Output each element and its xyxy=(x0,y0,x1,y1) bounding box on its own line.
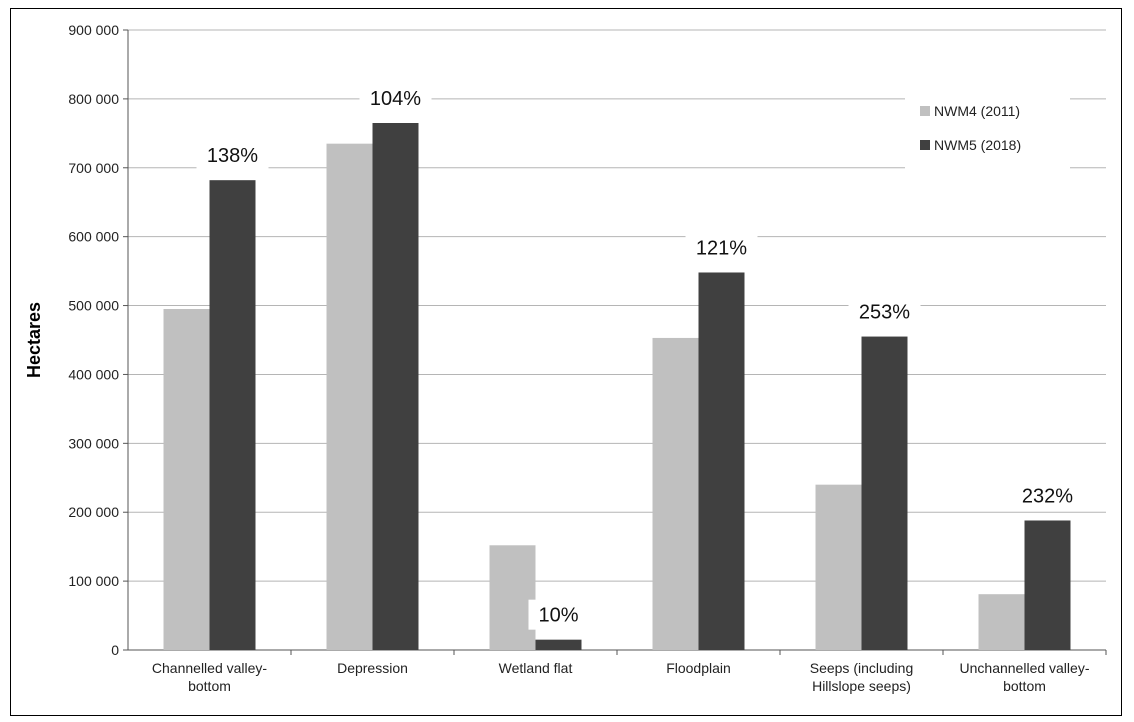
bar-nwm4 xyxy=(326,143,373,650)
y-tick-label: 0 xyxy=(111,642,119,658)
bar-nwm5 xyxy=(209,180,256,650)
bars xyxy=(163,123,1071,650)
bar-nwm4 xyxy=(652,337,699,650)
percentage-label: 253% xyxy=(859,302,910,324)
y-tick-label: 400 000 xyxy=(68,366,119,382)
percentage-label: 138% xyxy=(207,145,258,167)
bar-nwm5 xyxy=(698,272,745,650)
legend-box xyxy=(905,96,1070,178)
y-tick-label: 700 000 xyxy=(68,160,119,176)
x-category-label: Seeps (including Hillslope seeps) xyxy=(810,660,914,694)
y-tick-label: 900 000 xyxy=(68,22,119,38)
annotation-bg xyxy=(685,232,758,263)
annotation-bg xyxy=(359,83,432,113)
legend-label: NWM5 (2018) xyxy=(934,137,1021,153)
y-tick-label: 100 000 xyxy=(68,573,119,589)
legend-swatch xyxy=(920,140,930,150)
x-category-label: Wetland flat xyxy=(499,660,573,676)
annotation-bg xyxy=(1011,480,1084,511)
annotation-bg xyxy=(848,296,921,327)
percentage-annotations: 138% 104% 10% 121% 253% 232% xyxy=(196,83,1084,630)
bar-nwm4 xyxy=(489,545,536,650)
percentage-label: 10% xyxy=(538,605,578,627)
legend-swatch xyxy=(920,106,930,116)
y-tick-label: 800 000 xyxy=(68,91,119,107)
legend: NWM4 (2011) NWM5 (2018) xyxy=(905,96,1070,178)
percentage-label: 104% xyxy=(370,88,421,110)
bar-nwm4 xyxy=(815,484,862,650)
bar-nwm4 xyxy=(163,309,210,650)
x-category-label: Channelled valley-bottom xyxy=(152,660,268,694)
y-tick-label: 500 000 xyxy=(68,298,119,314)
legend-label: NWM4 (2011) xyxy=(934,103,1020,119)
bar-nwm5 xyxy=(372,123,419,650)
x-category-label: Floodplain xyxy=(666,660,731,676)
y-axis-ticks: 0 100 000 200 000 300 000 400 000 500 000 600 … xyxy=(68,22,1106,658)
bar-nwm5 xyxy=(861,336,908,650)
x-category-label: Depression xyxy=(337,660,408,676)
y-tick-label: 600 000 xyxy=(68,229,119,245)
y-tick-label: 300 000 xyxy=(68,435,119,451)
annotation-bg xyxy=(528,599,589,630)
bar-nwm5 xyxy=(1024,520,1071,650)
x-axis-categories: Channelled valley-bottom Depression Wetlan… xyxy=(152,650,1107,694)
bar-nwm4 xyxy=(978,594,1025,650)
x-category-label: Unchannelled valley-bottom xyxy=(960,660,1090,694)
y-axis-label: Hectares xyxy=(24,302,44,378)
y-tick-label: 200 000 xyxy=(68,504,119,520)
percentage-label: 121% xyxy=(696,237,747,259)
annotation-bg xyxy=(196,140,269,171)
bar-nwm5 xyxy=(535,639,582,650)
percentage-label: 232% xyxy=(1022,485,1073,507)
